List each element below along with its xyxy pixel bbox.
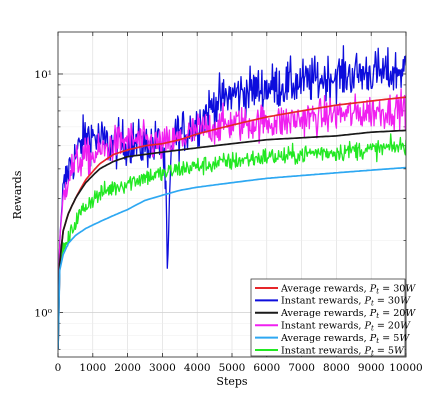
legend-box	[250, 278, 406, 357]
y-tick-labels: 10⁰ 10¹	[34, 69, 52, 319]
y-tick-label: 10⁰	[34, 307, 52, 319]
x-tick-label: 2000	[114, 362, 141, 374]
legend-label: Average rewards, Pt = 5W	[280, 333, 410, 345]
x-tick-label: 7000	[288, 362, 315, 374]
legend-label: Average rewards, Pt = 30W	[280, 283, 416, 295]
x-tick-label: 9000	[358, 362, 385, 374]
x-tick-label: 6000	[253, 362, 280, 374]
series-line-5	[58, 166, 406, 350]
y-tick-label: 10¹	[34, 69, 52, 81]
series-line-1	[58, 96, 406, 350]
series-line-3	[58, 129, 406, 350]
plot-frame	[57, 31, 407, 358]
legend-label: Average rewards, Pt = 20W	[280, 308, 416, 320]
x-axis-label: Steps	[216, 375, 248, 388]
x-tick-label: 3000	[149, 362, 176, 374]
x-tick-label: 4000	[184, 362, 211, 374]
y-axis-label: Rewards	[11, 170, 24, 219]
x-tick-label: 0	[55, 362, 62, 374]
series-lines	[58, 45, 406, 350]
legend-label: Instant rewards, Pt = 5W	[281, 345, 405, 357]
x-tick-label: 5000	[219, 362, 246, 374]
x-tick-label: 1000	[79, 362, 106, 374]
x-tick-labels: 0 1000 2000 3000 4000 5000 6000 7000 8000 9000 100…	[55, 362, 423, 374]
legend-label: Instant rewards, Pt = 20W	[281, 321, 411, 333]
x-tick-label: 10000	[389, 362, 422, 374]
legend-label: Instant rewards, Pt = 30W	[281, 296, 411, 308]
x-tick-label: 8000	[323, 362, 350, 374]
series-line-6	[58, 133, 406, 350]
